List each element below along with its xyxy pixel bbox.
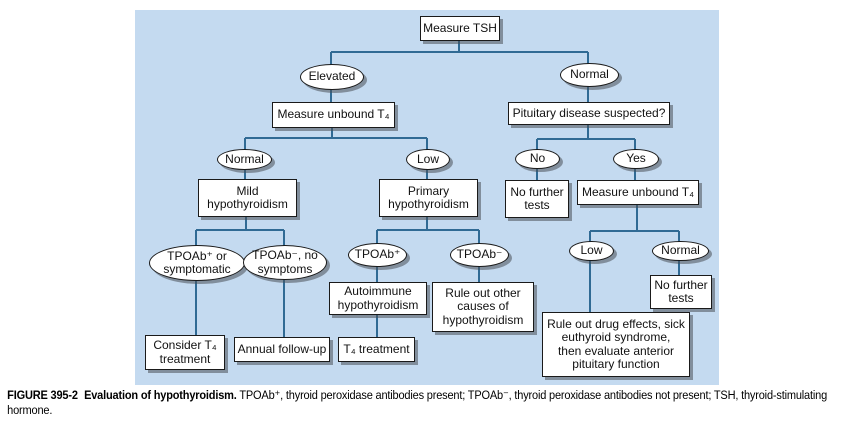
caption-figure-title: Evaluation of hypothyroidism. xyxy=(84,388,237,402)
node-no-further-tests-2: No further tests xyxy=(650,275,712,309)
node-primary-hypothyroidism: Primary hypothyroidism xyxy=(379,179,478,217)
node-no-further-tests-1: No further tests xyxy=(505,180,569,218)
caption-figure-label: FIGURE 395-2 xyxy=(7,388,78,402)
node-tpoab-neg-no-symptoms: TPOAb⁻, no symptoms xyxy=(243,245,327,280)
node-tpoab-neg: TPOAb⁻ xyxy=(450,243,509,267)
node-tpoab-pos: TPOAb⁺ xyxy=(348,243,407,267)
node-consider-t4-treatment: Consider T₄ treatment xyxy=(145,335,225,370)
node-t4-treatment: T₄ treatment xyxy=(338,337,415,362)
node-rule-out-other-causes: Rule out other causes of hypothyroidism xyxy=(432,282,534,332)
node-measure-tsh: Measure TSH xyxy=(420,16,500,41)
node-mild-hypothyroidism: Mild hypothyroidism xyxy=(198,179,297,217)
node-tpoab-pos-or-symptomatic: TPOAb⁺ or symptomatic xyxy=(149,245,245,281)
node-normal-right: Normal xyxy=(560,63,619,87)
node-annual-follow-up: Annual follow-up xyxy=(234,337,330,362)
node-pituitary-disease-suspected: Pituitary disease suspected? xyxy=(508,102,670,125)
node-normal-far-right: Normal xyxy=(652,241,709,261)
node-elevated: Elevated xyxy=(300,64,364,90)
caption-body: TPOAb⁺, thyroid peroxidase antibodies pr… xyxy=(7,388,828,417)
node-low-left: Low xyxy=(406,149,450,170)
node-no: No xyxy=(515,149,560,169)
node-normal-left: Normal xyxy=(217,149,272,170)
node-low-right: Low xyxy=(569,241,614,261)
node-yes: Yes xyxy=(613,149,659,169)
node-autoimmune-hypothyroidism: Autoimmune hypothyroidism xyxy=(329,282,427,315)
node-rule-out-drug-effects: Rule out drug effects, sick euthyroid sy… xyxy=(542,312,690,377)
node-measure-unbound-t4-left: Measure unbound T₄ xyxy=(272,102,395,128)
figure-caption: FIGURE 395-2 Evaluation of hypothyroidism… xyxy=(0,388,865,418)
node-measure-unbound-t4-right: Measure unbound T₄ xyxy=(577,180,699,205)
